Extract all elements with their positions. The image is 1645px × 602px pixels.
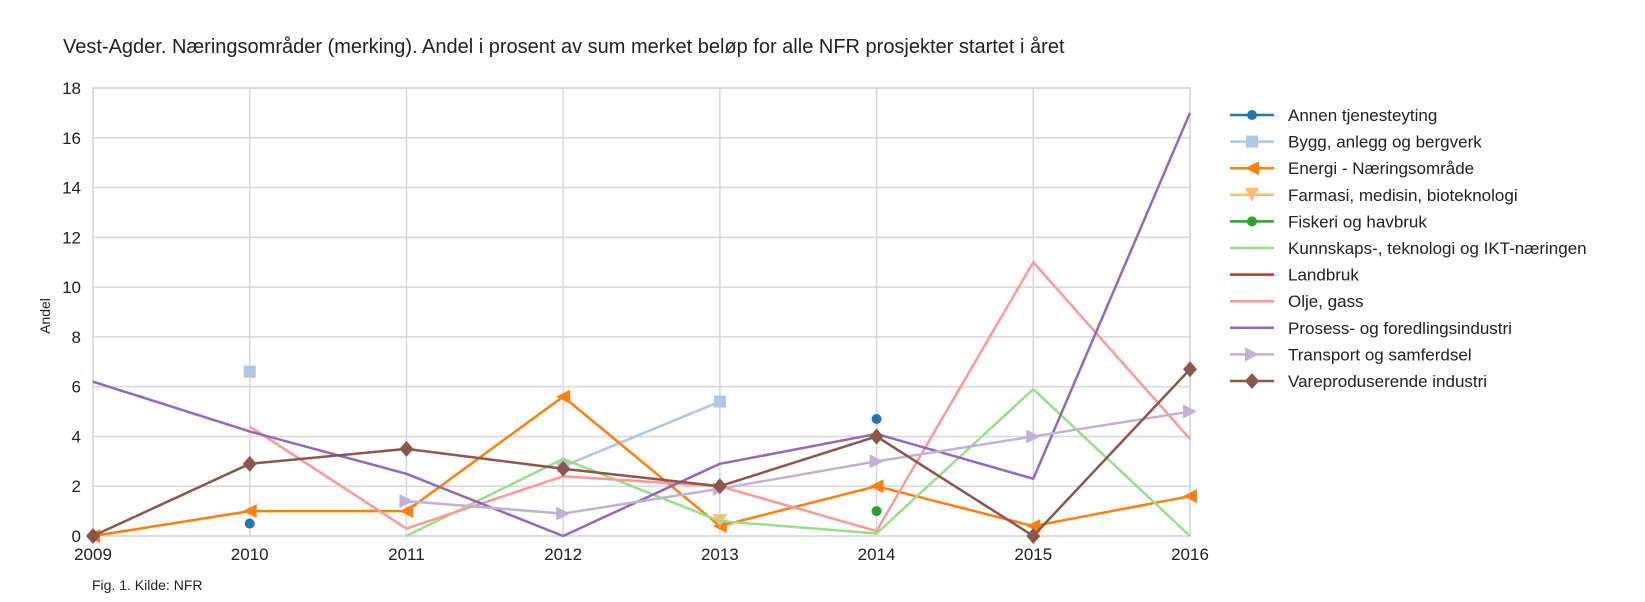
legend-item: Kunnskaps-, teknologi og IKT-næringen: [1230, 239, 1587, 258]
legend-marker: [1246, 135, 1258, 148]
data-point: [243, 365, 256, 378]
y-tick-label: 4: [72, 427, 81, 446]
legend-marker: [1247, 110, 1257, 120]
y-tick-label: 10: [62, 278, 81, 297]
series-layer: [86, 112, 1197, 544]
x-tick-label: 2013: [701, 545, 739, 564]
data-point: [1183, 404, 1197, 419]
series-8: [92, 112, 1192, 538]
legend-label: Fiskeri og havbruk: [1288, 212, 1427, 231]
x-tick-label: 2014: [858, 545, 896, 564]
y-tick-label: 6: [72, 378, 81, 397]
legend-marker: [1245, 187, 1259, 202]
y-tick-label: 0: [72, 527, 81, 546]
data-point: [713, 395, 726, 408]
data-point: [869, 479, 884, 494]
legend-label: Vareproduserende industri: [1288, 372, 1487, 391]
series-4: [871, 506, 882, 517]
legend-label: Transport og samferdsel: [1288, 345, 1472, 364]
series-line: [92, 112, 1192, 538]
legend-item: Landbruk: [1230, 266, 1359, 285]
legend-label: Bygg, anlegg og bergverk: [1288, 133, 1482, 152]
series-line: [92, 395, 1191, 538]
data-point: [399, 494, 414, 509]
legend-item: Fiskeri og havbruk: [1230, 212, 1427, 231]
x-tick-label: 2016: [1171, 545, 1209, 564]
chart-title: Vest-Agder. Næringsområder (merking). An…: [63, 36, 1065, 58]
series-0: [244, 414, 882, 529]
legend-item: Farmasi, medisin, bioteknologi: [1230, 186, 1518, 205]
data-point: [1183, 361, 1197, 378]
series-line: [405, 387, 1191, 538]
data-point: [556, 506, 571, 521]
y-tick-label: 14: [62, 179, 81, 198]
x-tick-label: 2010: [231, 545, 269, 564]
legend-marker: [1245, 161, 1259, 176]
legend-item: Prosess- og foredlingsindustri: [1230, 319, 1512, 338]
data-point: [871, 506, 882, 517]
legend-label: Prosess- og foredlingsindustri: [1288, 319, 1512, 338]
legend-marker: [1247, 216, 1257, 227]
legend-item: Bygg, anlegg og bergverk: [1230, 133, 1482, 152]
legend-label: Farmasi, medisin, bioteknologi: [1288, 186, 1518, 205]
data-point: [399, 440, 414, 457]
grid: [92, 87, 1191, 537]
data-point: [869, 428, 884, 445]
x-tick-label: 2009: [74, 545, 112, 564]
y-tick-label: 16: [62, 129, 81, 148]
data-point: [86, 528, 100, 544]
legend-label: Annen tjenesteyting: [1288, 106, 1437, 125]
legend-marker: [1245, 347, 1259, 362]
x-tick-label: 2015: [1014, 545, 1052, 564]
data-point: [242, 504, 257, 519]
data-point: [1026, 528, 1041, 544]
data-point: [1026, 519, 1041, 534]
data-point: [556, 389, 571, 404]
data-point: [399, 504, 414, 519]
y-tick-label: 8: [72, 328, 81, 347]
legend-item: Energi - Næringsområde: [1230, 159, 1474, 178]
legend-label: Kunnskaps-, teknologi og IKT-næringen: [1288, 239, 1587, 258]
legend-item: Transport og samferdsel: [1230, 345, 1472, 364]
data-point: [1026, 429, 1041, 444]
y-axis-label: Andel: [37, 298, 53, 334]
y-tick-label: 18: [62, 79, 81, 98]
x-tick-label: 2012: [544, 545, 582, 564]
legend-label: Landbruk: [1288, 266, 1359, 285]
data-point: [871, 414, 882, 425]
legend-label: Olje, gass: [1288, 292, 1364, 311]
legend: Annen tjenesteyting Bygg, anlegg og bergv…: [1230, 106, 1587, 391]
legend-label: Energi - Næringsområde: [1288, 159, 1474, 178]
data-point: [242, 455, 257, 472]
legend-item: Olje, gass: [1230, 292, 1364, 311]
series-line: [562, 400, 721, 468]
axes: 0 2 4 6 8 10 12 14 16 18 2009 2010 2011 2012 2013 2014 2…: [62, 79, 1209, 564]
legend-marker: [1245, 373, 1259, 389]
figure-caption: Fig. 1. Kilde: NFR: [92, 577, 203, 593]
plot-frame: [92, 87, 1191, 537]
series-5: [405, 387, 1191, 538]
data-point: [712, 478, 727, 495]
series-line: [406, 410, 1191, 515]
series-1: [243, 365, 726, 473]
data-point: [556, 460, 571, 477]
data-point: [1183, 489, 1197, 504]
series-line: [92, 368, 1191, 538]
legend-item: Vareproduserende industri: [1230, 372, 1487, 391]
x-tick-label: 2011: [388, 545, 425, 564]
y-tick-label: 2: [72, 477, 81, 496]
y-tick-label: 12: [62, 228, 81, 247]
data-point: [244, 518, 255, 529]
series-10: [86, 361, 1197, 544]
data-point: [869, 454, 884, 469]
legend-item: Annen tjenesteyting: [1230, 106, 1437, 125]
